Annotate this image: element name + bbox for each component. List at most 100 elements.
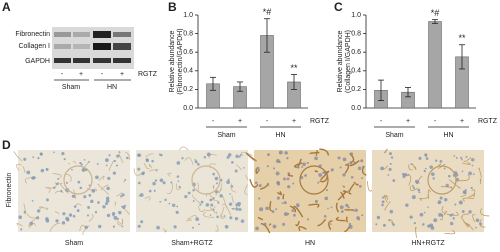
tissue-fiber [468,193,475,198]
nucleus [314,199,318,203]
nucleus [423,211,426,214]
tissue-fiber [220,206,225,217]
nucleus [61,152,65,156]
nucleus [265,206,269,211]
nucleus [267,153,270,157]
nucleus [460,156,463,159]
tissue-fiber [367,181,373,192]
nucleus [438,212,443,217]
nucleus [107,176,111,180]
nucleus [352,209,355,212]
nucleus [139,193,144,197]
nucleus [37,156,40,160]
nucleus [297,166,300,169]
nucleus [95,175,99,180]
nucleus [420,199,422,201]
panel-label: D [2,138,11,152]
tissue-fiber [220,216,226,220]
nucleus [206,152,211,157]
nucleus [450,186,453,189]
tissue-fiber [40,207,49,211]
nucleus [382,223,386,227]
nucleus [424,167,427,170]
nucleus [194,160,198,164]
tissue-fiber [149,169,159,172]
nucleus [226,155,230,159]
nucleus [292,182,295,185]
tissue-fiber [260,222,271,234]
tissue-fiber [276,191,283,196]
tissue-fiber [196,182,199,191]
nucleus [451,213,454,216]
nucleus [140,220,144,224]
nucleus [209,198,213,202]
tissue-fiber [230,183,237,193]
nucleus [138,194,141,197]
nucleus [197,163,200,166]
tissue-fiber [162,228,167,233]
tissue-fiber [144,196,151,201]
nucleus [444,197,448,202]
nucleus [234,169,238,173]
nucleus [205,203,210,207]
tissue-fiber [337,191,347,201]
nucleus [63,158,66,161]
nucleus [46,198,49,202]
nucleus [71,194,76,198]
micrograph-label: HN [305,240,315,247]
nucleus [471,158,475,162]
nucleus [254,181,258,185]
tissue-fiber [444,230,456,235]
tissue-fiber [52,173,62,178]
tissue-fiber [47,181,57,189]
group-label: Sham [217,132,235,139]
nucleus [40,168,45,173]
tissue-fiber [282,193,285,200]
tissue-fiber [214,224,219,232]
lane-label: + [120,71,124,78]
nucleus [349,161,353,165]
nucleus [461,210,465,213]
nucleus [381,196,385,199]
tissue-fiber [244,184,249,195]
tissue-fiber [203,211,215,218]
glomerulus [191,165,221,195]
error-bar [378,79,384,101]
nucleus [194,159,197,161]
y-tick-label: 0.2 [183,86,193,93]
nucleus [112,225,116,228]
nucleus [45,167,49,171]
tissue-fiber [166,183,174,194]
nucleus [53,186,56,189]
y-axis-label: Relative abundance [169,30,176,92]
nucleus [90,199,94,204]
nucleus [111,211,116,216]
group-label: Sham [62,84,80,91]
y-tick-label: 0.8 [351,30,361,37]
nucleus [255,226,259,231]
nucleus [226,180,230,185]
tissue-fiber [108,160,114,171]
nucleus [429,165,433,169]
nucleus [296,203,300,207]
nucleus [36,216,40,220]
nucleus [275,208,278,211]
nucleus [235,154,239,159]
nucleus [318,173,323,177]
nucleus [81,168,86,172]
nucleus [216,182,219,185]
nucleus [329,223,332,225]
tissue-fiber [82,225,90,236]
nucleus [31,200,34,202]
y-tick-label: 0.6 [351,49,361,56]
nucleus [192,200,195,203]
nucleus [256,166,260,170]
nucleus [83,195,87,199]
nucleus [77,180,81,184]
tissue-fiber [328,220,333,231]
nucleus [425,154,428,157]
nucleus [407,173,410,176]
nucleus [32,156,35,159]
nucleus [427,224,431,228]
